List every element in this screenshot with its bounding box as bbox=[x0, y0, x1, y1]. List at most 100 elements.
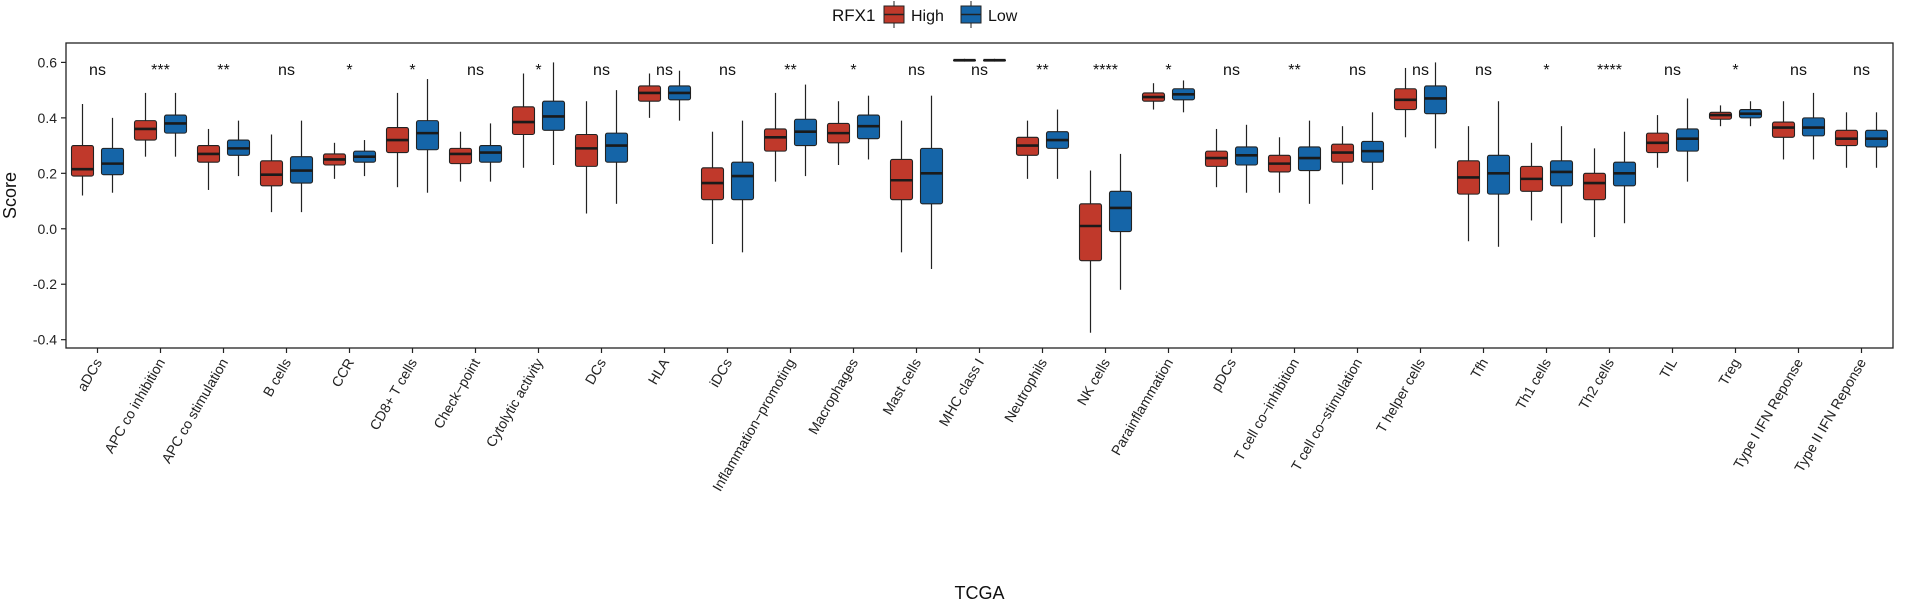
y-axis-title: Score bbox=[0, 172, 20, 219]
box-low bbox=[1234, 124, 1259, 193]
box-high bbox=[1708, 105, 1733, 127]
significance-label: **** bbox=[1597, 62, 1622, 79]
category-group bbox=[1267, 120, 1322, 204]
box-high bbox=[574, 101, 599, 214]
box-iqr bbox=[448, 147, 473, 165]
category-group bbox=[1141, 80, 1196, 113]
box-iqr bbox=[604, 132, 629, 163]
category-group bbox=[1519, 126, 1574, 224]
box-high bbox=[1141, 83, 1166, 110]
box-iqr bbox=[1078, 203, 1103, 262]
box-low bbox=[604, 90, 629, 204]
box-low bbox=[1360, 112, 1385, 190]
x-tick-label: NK cells bbox=[1074, 356, 1114, 408]
box-low bbox=[163, 92, 188, 157]
box-iqr bbox=[478, 145, 503, 163]
x-tick-label: T cell co−stimulation bbox=[1288, 356, 1365, 474]
box-high bbox=[448, 131, 473, 182]
x-tick-label: APC co inhibition bbox=[101, 356, 168, 456]
box-high bbox=[1078, 170, 1103, 333]
x-tick-label: aDCs bbox=[74, 356, 105, 394]
category-group bbox=[1078, 153, 1133, 333]
box-iqr bbox=[259, 160, 284, 187]
y-tick-label: 0.2 bbox=[38, 165, 58, 181]
x-tick-label: B cells bbox=[260, 356, 294, 400]
box-high bbox=[889, 120, 914, 253]
significance-label: ** bbox=[217, 62, 229, 79]
box-high bbox=[511, 73, 536, 168]
category-group bbox=[1645, 98, 1700, 182]
box-low bbox=[982, 58, 1007, 62]
significance-label: * bbox=[850, 62, 856, 79]
x-tick-label: Type II IFN Reponse bbox=[1791, 355, 1869, 474]
category-group bbox=[889, 95, 944, 269]
box-iqr bbox=[1486, 154, 1511, 195]
x-tick-label: Mast cells bbox=[879, 356, 924, 418]
x-tick-label: Parainflammation bbox=[1108, 356, 1176, 458]
box-high bbox=[763, 92, 788, 182]
box-high bbox=[1456, 126, 1481, 242]
plot-panel bbox=[65, 42, 1894, 349]
category-group bbox=[70, 104, 125, 196]
box-high bbox=[1267, 137, 1292, 193]
x-tick-label: Neutrophils bbox=[1001, 356, 1050, 425]
category-group bbox=[1582, 131, 1637, 238]
significance-label: ns bbox=[89, 62, 106, 79]
category-group bbox=[637, 70, 692, 121]
box-high bbox=[259, 134, 284, 213]
category-group bbox=[1834, 112, 1889, 168]
significance-labels: ns *** ** ns * * ns * ns ns ns ** * ns ns ** **** * ns ** ns… bbox=[89, 62, 1870, 79]
box-iqr bbox=[1771, 121, 1796, 138]
box-low bbox=[100, 117, 125, 193]
significance-label: ns bbox=[278, 62, 295, 79]
box-high bbox=[1582, 148, 1607, 238]
x-tick-label: TIL bbox=[1656, 355, 1680, 381]
significance-label: ns bbox=[1664, 62, 1681, 79]
boxes bbox=[70, 58, 1889, 333]
category-group bbox=[952, 58, 1007, 62]
x-tick-label: Tfh bbox=[1467, 356, 1491, 382]
box-iqr bbox=[1582, 172, 1607, 201]
category-group bbox=[511, 62, 566, 168]
significance-label: *** bbox=[151, 62, 170, 79]
category-group bbox=[826, 95, 881, 165]
significance-label: ns bbox=[908, 62, 925, 79]
box-low bbox=[226, 120, 251, 177]
significance-label: * bbox=[535, 62, 541, 79]
box-high bbox=[385, 92, 410, 188]
box-iqr bbox=[730, 161, 755, 201]
significance-label: ** bbox=[1288, 62, 1300, 79]
category-group bbox=[1393, 62, 1448, 149]
box-low bbox=[856, 95, 881, 160]
legend: RFX1 High Low bbox=[832, 1, 1018, 28]
category-group bbox=[574, 90, 629, 214]
box-high bbox=[952, 58, 977, 62]
box-high bbox=[1834, 112, 1859, 168]
box-iqr bbox=[415, 120, 440, 151]
box-low bbox=[289, 120, 314, 213]
significance-label: ns bbox=[1853, 62, 1870, 79]
category-group bbox=[1456, 101, 1511, 247]
box-low bbox=[1486, 101, 1511, 247]
box-low bbox=[1549, 126, 1574, 224]
x-tick-label: Th2 cells bbox=[1575, 356, 1617, 413]
box-high bbox=[322, 142, 347, 179]
category-group bbox=[196, 120, 251, 190]
box-iqr bbox=[100, 147, 125, 176]
x-tick-label: CCR bbox=[328, 356, 357, 390]
category-group bbox=[448, 123, 503, 182]
significance-label: ns bbox=[467, 62, 484, 79]
x-tick-label: APC co stimulation bbox=[158, 356, 231, 466]
legend-title: RFX1 bbox=[832, 6, 875, 25]
x-tick-label: Type I IFN Reponse bbox=[1730, 355, 1806, 471]
box-iqr bbox=[133, 120, 158, 141]
box-high bbox=[1645, 115, 1670, 168]
x-axis-title: TCGA bbox=[954, 583, 1004, 603]
category-group bbox=[1015, 109, 1070, 179]
box-high bbox=[1519, 142, 1544, 221]
significance-label: ** bbox=[784, 62, 796, 79]
significance-label: ns bbox=[593, 62, 610, 79]
y-tick-label: 0.4 bbox=[38, 110, 58, 126]
box-iqr bbox=[70, 145, 95, 177]
